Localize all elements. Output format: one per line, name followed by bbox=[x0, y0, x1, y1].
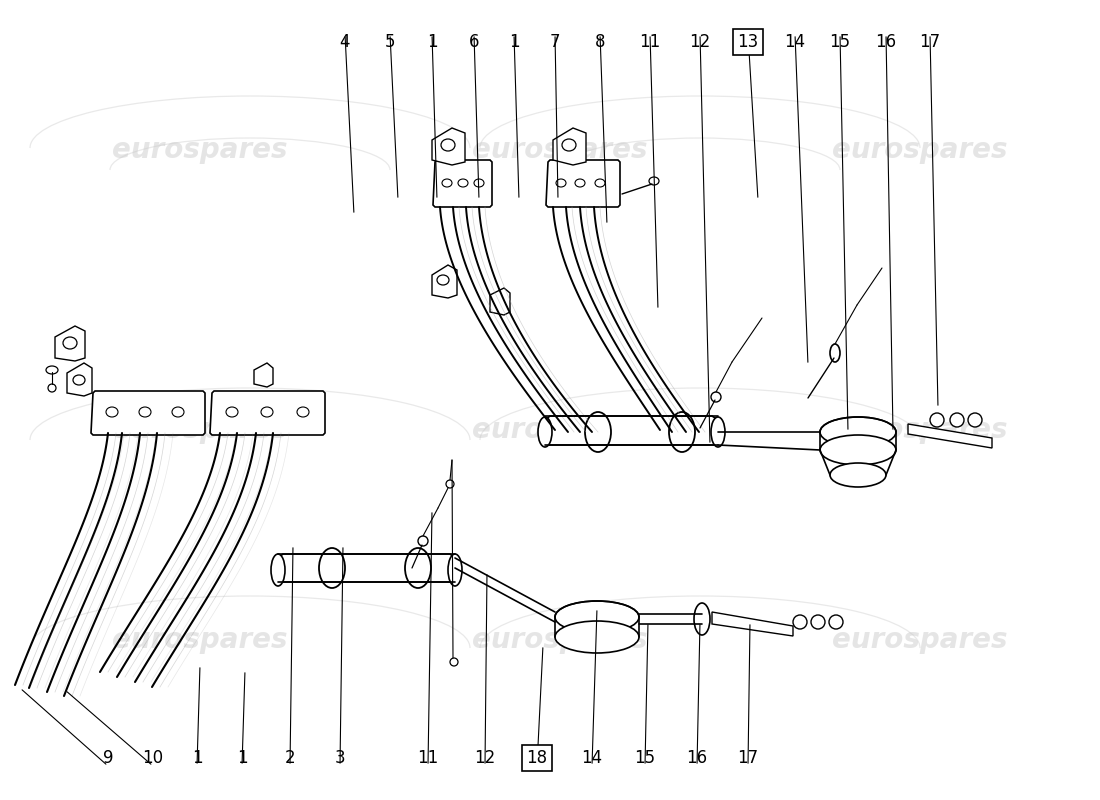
Text: 1: 1 bbox=[508, 33, 519, 51]
Polygon shape bbox=[432, 128, 465, 165]
Text: 3: 3 bbox=[334, 749, 345, 767]
Ellipse shape bbox=[811, 615, 825, 629]
Text: eurospares: eurospares bbox=[833, 136, 1008, 164]
Ellipse shape bbox=[271, 554, 285, 586]
Text: 11: 11 bbox=[639, 33, 661, 51]
Text: 12: 12 bbox=[474, 749, 496, 767]
Text: 13: 13 bbox=[737, 33, 759, 51]
Ellipse shape bbox=[538, 417, 552, 447]
Ellipse shape bbox=[437, 275, 449, 285]
Ellipse shape bbox=[829, 615, 843, 629]
Text: 15: 15 bbox=[635, 749, 656, 767]
Polygon shape bbox=[67, 363, 92, 396]
Text: 8: 8 bbox=[595, 33, 605, 51]
Text: eurospares: eurospares bbox=[472, 136, 648, 164]
Polygon shape bbox=[278, 554, 455, 582]
Text: 14: 14 bbox=[784, 33, 805, 51]
Polygon shape bbox=[91, 391, 205, 435]
Text: 16: 16 bbox=[686, 749, 707, 767]
Polygon shape bbox=[712, 612, 793, 636]
Ellipse shape bbox=[830, 463, 886, 487]
Ellipse shape bbox=[595, 179, 605, 187]
Ellipse shape bbox=[63, 337, 77, 349]
Polygon shape bbox=[546, 160, 620, 207]
Text: 18: 18 bbox=[527, 749, 548, 767]
Text: eurospares: eurospares bbox=[833, 626, 1008, 654]
Ellipse shape bbox=[172, 407, 184, 417]
Ellipse shape bbox=[649, 177, 659, 185]
Polygon shape bbox=[490, 288, 510, 315]
Text: 1: 1 bbox=[191, 749, 202, 767]
Polygon shape bbox=[432, 265, 456, 298]
Ellipse shape bbox=[226, 407, 238, 417]
Text: 7: 7 bbox=[550, 33, 560, 51]
Ellipse shape bbox=[950, 413, 964, 427]
Ellipse shape bbox=[297, 407, 309, 417]
Ellipse shape bbox=[711, 417, 725, 447]
Ellipse shape bbox=[474, 179, 484, 187]
Polygon shape bbox=[553, 128, 586, 165]
Text: 4: 4 bbox=[340, 33, 350, 51]
Ellipse shape bbox=[441, 139, 455, 151]
Polygon shape bbox=[544, 416, 718, 445]
Ellipse shape bbox=[418, 536, 428, 546]
Ellipse shape bbox=[562, 139, 576, 151]
Text: eurospares: eurospares bbox=[472, 626, 648, 654]
Ellipse shape bbox=[261, 407, 273, 417]
Text: 5: 5 bbox=[385, 33, 395, 51]
Ellipse shape bbox=[694, 603, 710, 635]
Ellipse shape bbox=[48, 384, 56, 392]
Text: eurospares: eurospares bbox=[472, 416, 648, 444]
Text: eurospares: eurospares bbox=[112, 136, 288, 164]
Text: 14: 14 bbox=[582, 749, 603, 767]
Text: eurospares: eurospares bbox=[112, 626, 288, 654]
Text: 10: 10 bbox=[142, 749, 164, 767]
Text: 12: 12 bbox=[690, 33, 711, 51]
Text: eurospares: eurospares bbox=[833, 416, 1008, 444]
Ellipse shape bbox=[575, 179, 585, 187]
Ellipse shape bbox=[46, 366, 58, 374]
Ellipse shape bbox=[458, 179, 468, 187]
Text: 6: 6 bbox=[469, 33, 480, 51]
Ellipse shape bbox=[820, 435, 896, 465]
Ellipse shape bbox=[556, 601, 639, 633]
Ellipse shape bbox=[556, 621, 639, 653]
Polygon shape bbox=[433, 160, 492, 207]
Ellipse shape bbox=[930, 413, 944, 427]
Text: 16: 16 bbox=[876, 33, 896, 51]
Text: eurospares: eurospares bbox=[112, 416, 288, 444]
Text: 15: 15 bbox=[829, 33, 850, 51]
Ellipse shape bbox=[446, 480, 454, 488]
Polygon shape bbox=[908, 424, 992, 448]
Polygon shape bbox=[254, 363, 273, 387]
Text: 17: 17 bbox=[737, 749, 759, 767]
Ellipse shape bbox=[711, 392, 720, 402]
Ellipse shape bbox=[139, 407, 151, 417]
Text: 2: 2 bbox=[285, 749, 295, 767]
Ellipse shape bbox=[556, 179, 566, 187]
Text: 1: 1 bbox=[427, 33, 438, 51]
Ellipse shape bbox=[793, 615, 807, 629]
Text: 17: 17 bbox=[920, 33, 940, 51]
Ellipse shape bbox=[450, 658, 458, 666]
Polygon shape bbox=[210, 391, 324, 435]
Text: 11: 11 bbox=[417, 749, 439, 767]
Ellipse shape bbox=[830, 344, 840, 362]
Ellipse shape bbox=[448, 554, 462, 586]
Ellipse shape bbox=[73, 375, 85, 385]
Ellipse shape bbox=[106, 407, 118, 417]
Ellipse shape bbox=[442, 179, 452, 187]
Ellipse shape bbox=[968, 413, 982, 427]
Ellipse shape bbox=[820, 417, 896, 447]
Polygon shape bbox=[55, 326, 85, 361]
Text: 1: 1 bbox=[236, 749, 248, 767]
Text: 9: 9 bbox=[102, 749, 113, 767]
